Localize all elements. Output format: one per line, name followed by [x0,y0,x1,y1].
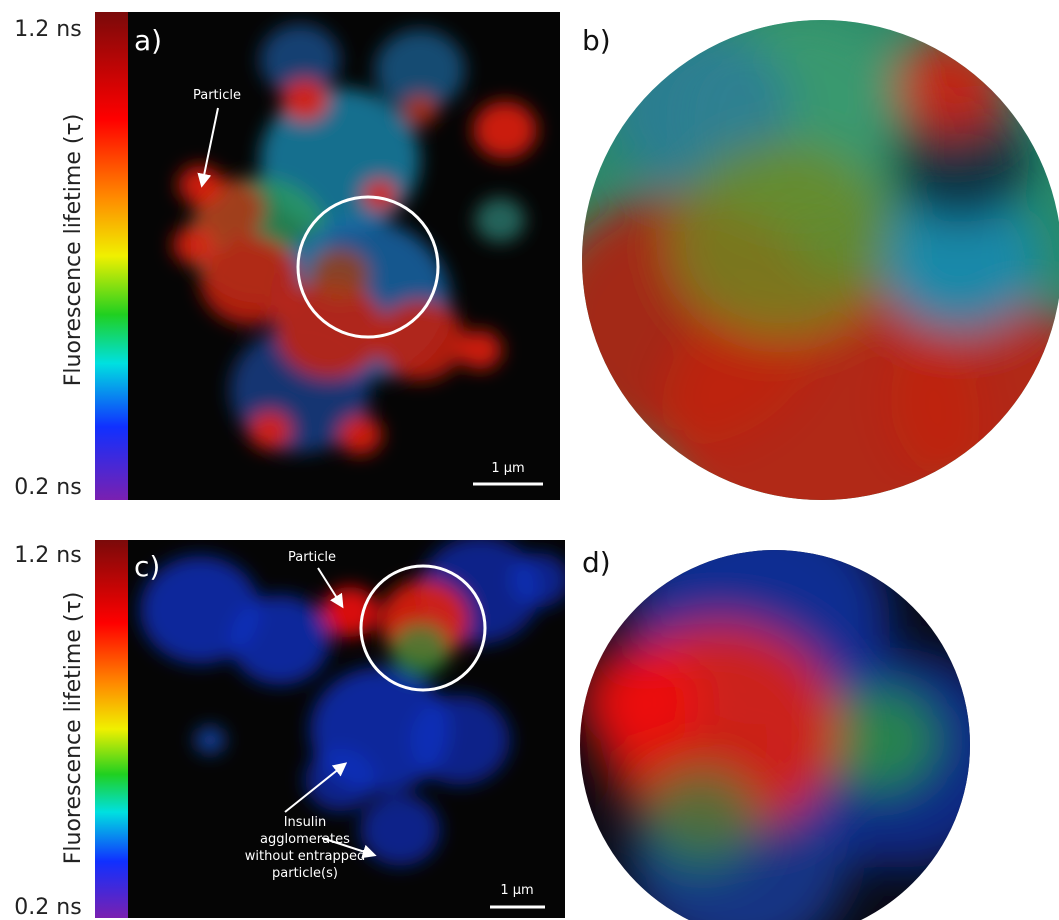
panel-label: d) [582,546,611,579]
blob [510,553,570,607]
panel-b-image [540,12,1059,564]
colorbar-min: 0.2 ns [14,475,81,500]
colorbar-label: Fluorescence lifetime (τ) [61,592,86,865]
scale-bar-label: 1 µm [491,461,524,476]
panel-a-image [128,12,560,500]
blob [338,415,382,455]
annotation: Particle [193,88,241,103]
blob [475,198,525,243]
colorbar [95,540,128,918]
blob [195,727,225,754]
blob [173,225,217,265]
colorbar-min: 0.2 ns [14,895,81,920]
annotation-line: agglomerates [260,832,350,847]
colorbar-max: 1.2 ns [14,17,81,42]
panel-label: b) [582,24,611,57]
blob [178,165,222,205]
blob [640,766,760,874]
blob [362,179,398,211]
blob [458,330,502,370]
annotation-line: particle(s) [272,866,338,881]
blob [670,141,890,339]
blob [390,623,450,677]
figure: 1.2 ns 0.2 ns Fluorescence lifetime (τ) … [0,0,1059,920]
blob [281,78,329,121]
blob [580,646,700,754]
blob [230,595,330,685]
scale-bar-label: 1 µm [500,883,533,898]
blob [305,749,375,812]
annotation-line: without entrapped [245,849,365,864]
blob [895,36,1005,135]
blob [310,248,370,302]
colorbar-label: Fluorescence lifetime (τ) [61,114,86,387]
panel-label: a) [134,24,162,57]
colorbar-max: 1.2 ns [14,543,81,568]
panel-label: c) [134,550,160,583]
blob [402,94,438,126]
colorbar [95,12,128,500]
panel-d-image [578,503,1020,920]
blob [473,101,537,159]
annotation-line: Insulin [284,815,327,830]
blob [410,695,510,785]
annotation: Particle [288,550,336,565]
blob [248,410,292,450]
